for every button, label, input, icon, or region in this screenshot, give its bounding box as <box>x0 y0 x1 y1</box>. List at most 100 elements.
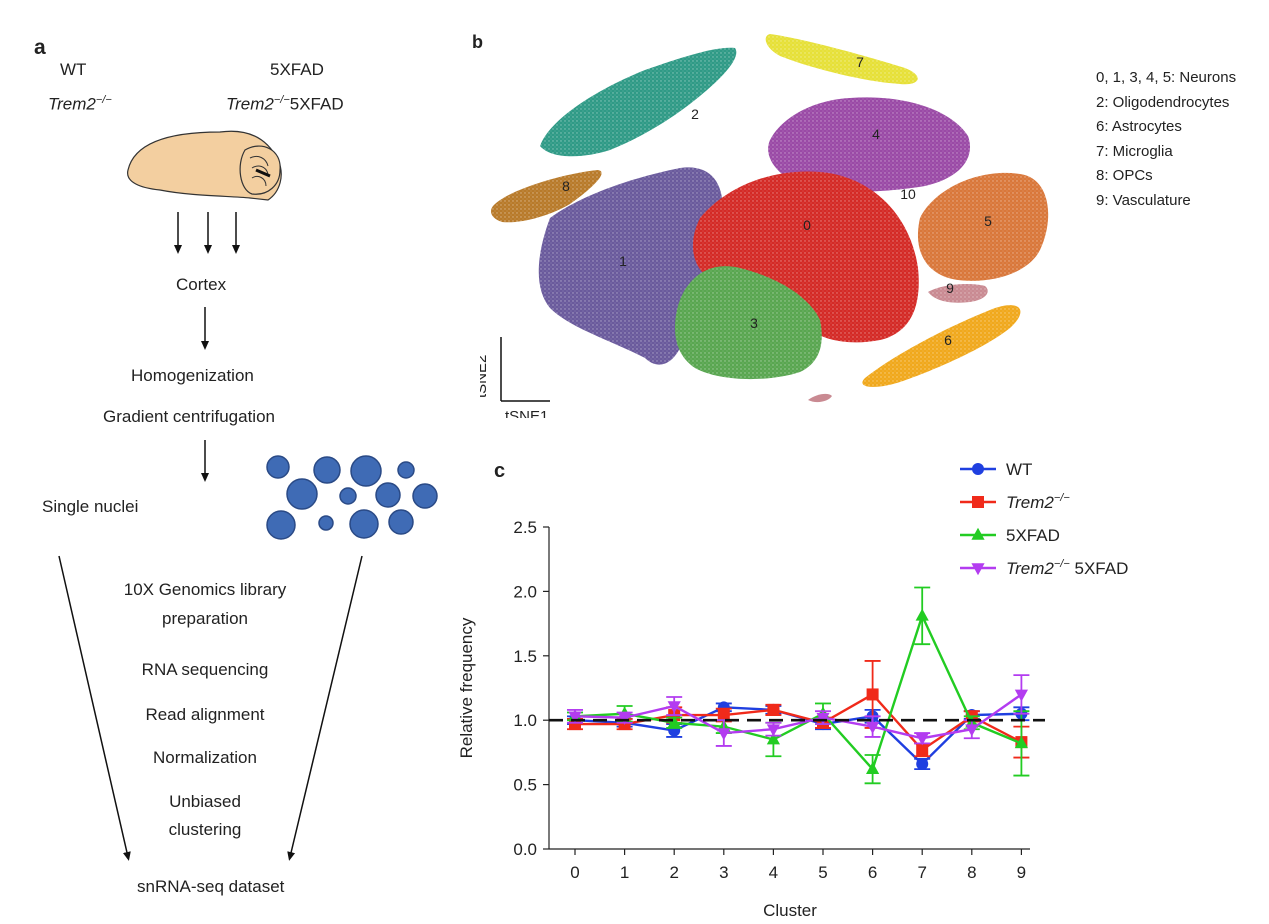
legend-entry: 7: Microglia <box>1096 142 1173 160</box>
step-read-alignment: Read alignment <box>145 705 265 724</box>
legend-entry: 6: Astrocytes <box>1096 118 1182 135</box>
series-2 <box>567 586 1030 785</box>
data-point <box>568 711 582 724</box>
data-point <box>1014 689 1028 702</box>
genotype-trem2: Trem2−/− <box>48 94 112 114</box>
series-line <box>574 693 1023 740</box>
step-homogenization: Homogenization <box>131 366 254 385</box>
tsne-cluster-label-9: 9 <box>946 280 954 296</box>
x-tick-label: 3 <box>719 863 728 882</box>
tsne-axis-y-label: tSNE2 <box>480 355 490 398</box>
arrow-left-diagonal <box>58 555 131 861</box>
data-point <box>717 728 731 741</box>
data-point <box>766 732 780 745</box>
step-snrna-dataset: snRNA-seq dataset <box>137 877 285 896</box>
tsne-cluster-label-7: 7 <box>856 54 864 70</box>
data-point <box>915 608 929 621</box>
data-point <box>766 724 780 737</box>
step-rna-sequencing: RNA sequencing <box>141 660 269 679</box>
legend-label: 5XFAD <box>1006 526 1060 545</box>
legend-marker <box>972 496 984 508</box>
data-point <box>866 721 880 734</box>
tsne-axis-x-label: tSNE1 <box>505 408 548 418</box>
legend-entry: 8: OPCs <box>1096 167 1153 184</box>
tsne-cluster-label-1: 1 <box>619 253 627 269</box>
x-tick-label: 9 <box>1017 863 1026 882</box>
legend-marker <box>971 527 985 540</box>
legend-marker <box>971 563 985 576</box>
relative-frequency-chart: 0.0 0.5 1.0 1.5 2.0 2.5 0 1 2 3 4 5 6 7 8 9 Cluster Relat… <box>457 460 1128 920</box>
data-point <box>965 724 979 737</box>
tsne-cluster-label-10: 10 <box>900 186 916 202</box>
y-tick-label: 0.5 <box>513 776 537 795</box>
arrow-right-diagonal <box>287 555 363 861</box>
data-point <box>915 733 929 746</box>
x-tick-label: 6 <box>868 863 877 882</box>
data-point <box>866 761 880 774</box>
tsne-cluster-label-3: 3 <box>750 315 758 331</box>
tsne-cluster-5-texture <box>917 172 1049 281</box>
step-single-nuclei: Single nuclei <box>42 497 139 516</box>
y-tick-label: 2.5 <box>513 518 537 537</box>
data-point <box>667 715 681 728</box>
data-point <box>618 712 632 725</box>
series-0 <box>567 701 1030 771</box>
legend-entry: 2: Oligodendrocytes <box>1096 93 1230 111</box>
series-line <box>574 612 1022 772</box>
tsne-cluster-label-6: 6 <box>944 332 952 348</box>
y-axis-title: Relative frequency <box>457 617 476 758</box>
x-tick-label: 1 <box>620 863 629 882</box>
y-tick-label: 2.0 <box>513 582 537 601</box>
y-tick-label: 1.0 <box>513 711 537 730</box>
legend-label: Trem2−/− <box>1006 492 1070 512</box>
legend-marker <box>972 463 984 475</box>
panel-b-letter: b <box>472 32 483 52</box>
panel-a-diagram <box>58 130 438 861</box>
data-point <box>667 701 681 714</box>
tsne-cluster-4-texture <box>768 97 971 192</box>
tsne-plot: 0 1 2 3 4 5 6 7 8 9 10 tSNE1 tSNE2 <box>480 34 1049 418</box>
series-3 <box>567 674 1030 747</box>
x-tick-label: 5 <box>818 863 827 882</box>
tsne-cluster-label-5: 5 <box>984 213 992 229</box>
data-point <box>866 688 879 701</box>
data-point <box>816 712 830 725</box>
step-library-line1: 10X Genomics library <box>123 580 287 599</box>
step-gradient-centrifugation: Gradient centrifugation <box>103 407 275 426</box>
genotype-5xfad: 5XFAD <box>270 60 324 79</box>
tsne-cluster-label-8: 8 <box>562 178 570 194</box>
tsne-legend: 0, 1, 3, 4, 5: Neurons 2: Oligodendrocyt… <box>1096 66 1236 213</box>
tsne-cluster-0-texture <box>692 171 919 343</box>
panel-a-letter: a <box>34 36 46 59</box>
x-tick-label: 2 <box>669 863 678 882</box>
step-clustering-line2: clustering <box>168 820 242 839</box>
tsne-cluster-label-4: 4 <box>872 126 880 142</box>
genotype-trem2-5xfad: Trem2−/−5XFAD <box>226 94 344 114</box>
tsne-cluster-label-2: 2 <box>691 106 699 122</box>
step-clustering-line1: Unbiased <box>169 792 241 811</box>
nuclei-illustration <box>266 455 438 540</box>
legend-entry: 9: Vasculature <box>1096 191 1191 209</box>
panel-c-letter: c <box>494 460 506 482</box>
genotype-wt: WT <box>60 60 87 79</box>
tsne-cluster-6-texture <box>862 305 1021 387</box>
y-tick-label: 0.0 <box>513 840 537 859</box>
series-1 <box>567 660 1030 759</box>
tsne-cluster-2-texture <box>540 47 737 157</box>
step-normalization: Normalization <box>153 748 257 767</box>
tsne-cluster-3-texture <box>675 266 822 380</box>
tsne-cluster-7-texture <box>765 34 918 85</box>
data-point <box>916 743 929 756</box>
legend-label: Trem2−/− 5XFAD <box>1006 558 1128 578</box>
x-tick-label: 8 <box>967 863 976 882</box>
tsne-cluster-8-texture <box>490 170 602 223</box>
step-library-line2: preparation <box>161 609 248 628</box>
x-tick-label: 0 <box>570 863 579 882</box>
step-cortex: Cortex <box>176 275 227 294</box>
legend-label: WT <box>1006 460 1032 479</box>
data-point <box>767 703 780 716</box>
tsne-cluster-9-texture <box>928 284 988 303</box>
tsne-cluster-9-fragment <box>808 393 832 403</box>
series-line <box>575 692 1022 752</box>
data-point <box>916 757 929 770</box>
